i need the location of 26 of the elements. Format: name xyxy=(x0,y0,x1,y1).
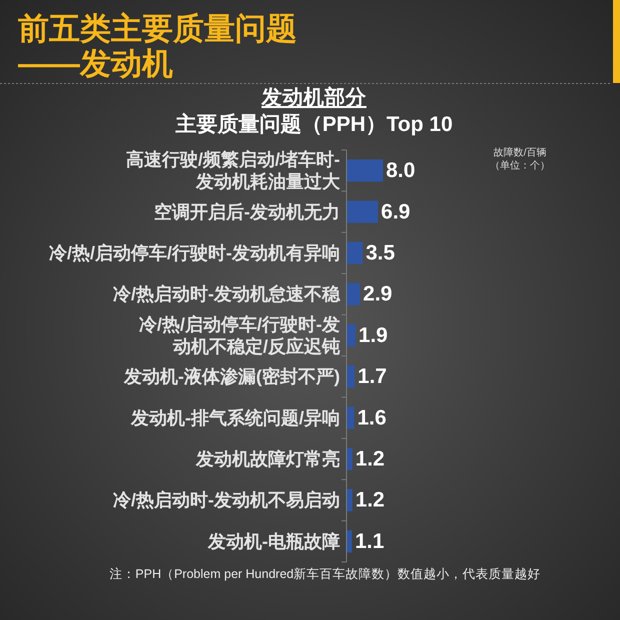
value-label: 1.6 xyxy=(357,406,386,430)
category-label: 冷/热/启动停车/行驶时-发动机不稳定/反应迟钝 xyxy=(139,314,340,356)
annotation: 主要质量问题（PPH）Top 10 xyxy=(175,113,453,136)
value-label: 8.0 xyxy=(386,159,416,182)
value-label: 1.2 xyxy=(355,488,385,512)
value-label: 3.5 xyxy=(366,242,395,264)
annotation: 故障数/百辆（单位：个） xyxy=(490,148,550,172)
title: 前五类主要质量问题 xyxy=(18,11,297,46)
category-label: 发动机-排气系统问题/异响 xyxy=(131,408,340,428)
category-label: 冷/热/启动停车/行驶时-发动机有异响 xyxy=(49,243,340,263)
category-label: 发动机-电瓶故障 xyxy=(208,531,340,552)
category-label: 高速行驶/频繁启动/堵车时-发动机耗油量过大 xyxy=(126,150,340,192)
annotation: 注：PPH（Problem per Hundred新车百车故障数）数值越小，代表质量越好 xyxy=(109,567,541,581)
value-label: 1.9 xyxy=(358,324,388,347)
value-label: 2.9 xyxy=(363,282,392,306)
title: ——发动机 xyxy=(18,46,173,81)
category-label: 发动机故障灯常亮 xyxy=(196,449,340,469)
value-label: 6.9 xyxy=(381,200,410,224)
category-label: 空调开启后-发动机无力 xyxy=(154,202,340,222)
value-label: 1.7 xyxy=(358,365,387,388)
value-label: 1.1 xyxy=(354,530,384,553)
category-label: 冷/热启动时-发动机怠速不稳 xyxy=(113,284,340,304)
category-label: 发动机-液体渗漏(密封不严) xyxy=(124,366,340,387)
subtitle: 发动机部分 xyxy=(262,86,366,109)
value-label: 1.2 xyxy=(355,448,385,470)
category-label: 冷/热启动时-发动机不易启动 xyxy=(113,490,340,510)
